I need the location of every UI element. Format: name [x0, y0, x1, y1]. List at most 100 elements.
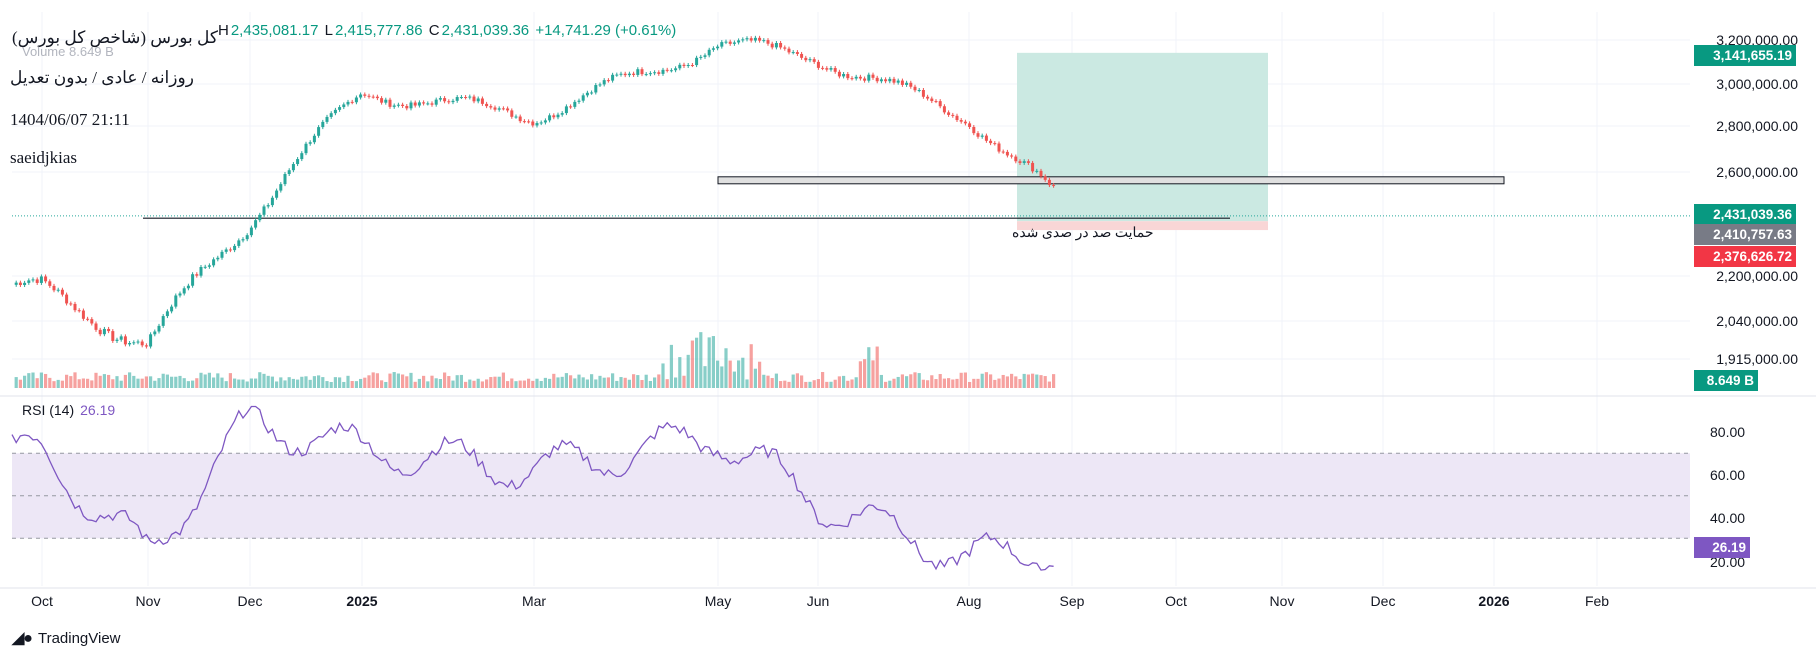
volume-bar: [871, 360, 875, 388]
candle: [123, 336, 127, 345]
candle: [14, 282, 18, 285]
candle: [976, 133, 980, 137]
candle: [926, 96, 930, 99]
candle: [107, 328, 111, 332]
rsi-tick-label: 80.00: [1710, 424, 1745, 440]
candle: [674, 68, 678, 71]
volume-bar: [732, 371, 736, 388]
volume-bar: [178, 375, 182, 388]
candle: [884, 79, 888, 82]
candle: [480, 98, 484, 104]
candle: [552, 115, 556, 118]
volume-bar: [136, 378, 140, 388]
time-tick-label: Sep: [1060, 593, 1085, 609]
candle: [300, 153, 304, 160]
volume-bar: [590, 374, 594, 388]
candle: [963, 121, 967, 124]
candle: [816, 61, 820, 68]
candle: [661, 69, 665, 74]
candle: [459, 97, 463, 99]
volume-bar: [291, 378, 295, 388]
volume-bar: [1043, 376, 1047, 388]
candle: [254, 220, 258, 228]
note-datetime: 1404/06/07 21:11: [10, 110, 130, 129]
candle: [640, 69, 644, 75]
candle: [930, 98, 934, 102]
candle: [111, 331, 115, 341]
candle: [825, 68, 829, 70]
volume-bar: [829, 381, 833, 388]
volume-bar: [317, 375, 321, 388]
candle: [291, 164, 295, 171]
candle: [875, 77, 879, 82]
candle: [644, 74, 648, 76]
time-tick-label: Mar: [522, 593, 546, 609]
volume-bar: [1010, 373, 1014, 388]
volume-bar: [203, 374, 207, 388]
volume-bar: [552, 373, 556, 388]
ohlc-high-value: 2,435,081.17: [230, 22, 319, 39]
volume-bar: [279, 377, 283, 388]
candle: [501, 108, 505, 110]
candle: [245, 235, 249, 240]
volume-bar: [867, 347, 871, 388]
candle: [972, 126, 976, 134]
time-tick-label: 2025: [346, 593, 377, 609]
candle: [329, 113, 333, 117]
candle: [375, 96, 379, 99]
candle: [791, 52, 795, 54]
candle: [611, 74, 615, 81]
volume-bar: [73, 372, 77, 388]
volume-bar: [758, 361, 762, 388]
volume-bar: [182, 378, 186, 388]
candle: [228, 249, 232, 251]
volume-bar: [31, 372, 35, 388]
volume-bar: [359, 378, 363, 388]
candle: [682, 64, 686, 66]
volume-bar: [52, 381, 56, 388]
volume-bar: [951, 379, 955, 388]
candle: [531, 121, 535, 126]
volume-bar: [405, 376, 409, 388]
volume-bar: [245, 381, 249, 388]
candle: [161, 316, 165, 326]
candle: [636, 69, 640, 75]
candle: [833, 68, 837, 72]
volume-bar: [531, 380, 535, 388]
tradingview-logo[interactable]: ◢● TradingView: [12, 628, 121, 648]
volume-bar: [258, 372, 262, 388]
volume-bar: [1039, 375, 1043, 388]
stop-zone: [1017, 221, 1268, 231]
ohlc-low-key: L: [324, 22, 333, 39]
volume-bar: [1047, 381, 1051, 388]
candle: [766, 40, 770, 44]
candle: [27, 280, 31, 283]
candle: [413, 102, 417, 106]
candle: [947, 112, 951, 115]
candle: [241, 239, 245, 241]
candle: [997, 143, 1001, 152]
rsi-line: [11, 405, 1054, 571]
candle: [94, 323, 98, 330]
volume-bar: [640, 379, 644, 388]
volume-bar: [602, 377, 606, 388]
candle: [913, 86, 917, 91]
volume-bar: [917, 373, 921, 388]
volume-bar: [615, 380, 619, 388]
volume-bar: [447, 376, 451, 388]
volume-bar: [1014, 376, 1018, 388]
volume-bar: [77, 379, 81, 388]
candle: [548, 115, 552, 121]
volume-bar: [94, 372, 98, 388]
volume-bar: [900, 374, 904, 388]
volume-bar: [338, 377, 342, 388]
volume-bar: [296, 379, 300, 388]
volume-bar: [275, 381, 279, 388]
volume-bar: [875, 346, 879, 388]
candle: [665, 69, 669, 71]
candle: [497, 108, 501, 110]
volume-bar: [501, 372, 505, 388]
volume-bar: [686, 354, 690, 388]
candle: [338, 107, 342, 110]
